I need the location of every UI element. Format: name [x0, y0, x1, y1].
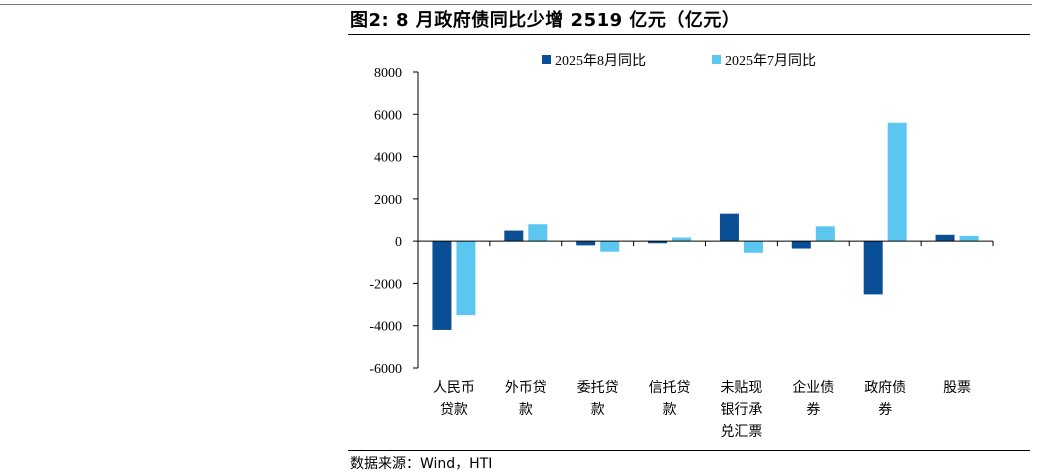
- category-label: 兑汇票: [720, 424, 762, 440]
- bar-jul-1: [528, 224, 548, 242]
- category-label: 贷款: [440, 402, 468, 418]
- y-tick-label: 6000: [374, 108, 402, 123]
- bar-aug-2: [576, 241, 596, 246]
- category-label: 外币贷: [505, 380, 547, 396]
- category-label: 人民币: [433, 380, 475, 396]
- y-tick-label: 2000: [374, 193, 402, 208]
- bar-jul-4: [743, 241, 763, 253]
- category-label: 款: [591, 402, 605, 418]
- bar-aug-7: [935, 234, 955, 242]
- category-label: 券: [806, 402, 820, 418]
- y-tick-label: 4000: [374, 151, 402, 166]
- bar-aug-5: [791, 241, 811, 249]
- bar-jul-3: [672, 237, 692, 242]
- bar-aug-6: [863, 241, 883, 295]
- legend-swatch-1: [712, 55, 721, 64]
- data-source: 数据来源：Wind，HTI: [350, 456, 493, 472]
- bar-aug-0: [432, 241, 452, 330]
- category-label: 款: [519, 402, 533, 418]
- y-tick-label: -2000: [369, 277, 402, 292]
- bar-jul-7: [959, 235, 979, 242]
- category-label: 银行承: [720, 402, 762, 418]
- category-label: 委托贷: [577, 380, 619, 396]
- category-label: 股票: [943, 380, 971, 396]
- bar-jul-2: [600, 241, 620, 252]
- y-tick-label: 8000: [374, 66, 402, 81]
- y-axis: 8000 6000 4000 2000 0 -2000 -4000 -6000: [369, 66, 419, 377]
- y-tick-label: -6000: [369, 362, 402, 377]
- category-label: 政府债: [864, 380, 906, 396]
- bar-aug-1: [504, 230, 524, 242]
- bar-aug-3: [648, 241, 668, 244]
- y-tick-label: -4000: [369, 320, 402, 335]
- category-label: 券: [878, 402, 892, 418]
- bar-aug-4: [719, 213, 739, 242]
- bar-jul-5: [815, 226, 835, 242]
- legend-label-0: 2025年8月同比: [555, 53, 646, 69]
- title-rule: [348, 34, 1030, 35]
- bars-group: [432, 122, 979, 330]
- legend-swatch-0: [542, 55, 551, 64]
- category-label: 款: [663, 402, 677, 418]
- bar-jul-0: [456, 241, 476, 316]
- category-label: 企业债: [792, 379, 834, 396]
- category-label: 未贴现: [720, 380, 762, 396]
- figure-title: 图2: 8 月政府债同比少增 2519 亿元（亿元）: [350, 10, 741, 31]
- y-tick-label: 0: [395, 235, 402, 250]
- category-label: 信托贷: [649, 380, 691, 396]
- bottom-rule: [348, 450, 1030, 451]
- chart-legend: 2025年8月同比 2025年7月同比: [542, 53, 816, 69]
- bar-jul-6: [887, 122, 907, 242]
- legend-label-1: 2025年7月同比: [725, 53, 816, 69]
- top-rule: [0, 4, 1032, 5]
